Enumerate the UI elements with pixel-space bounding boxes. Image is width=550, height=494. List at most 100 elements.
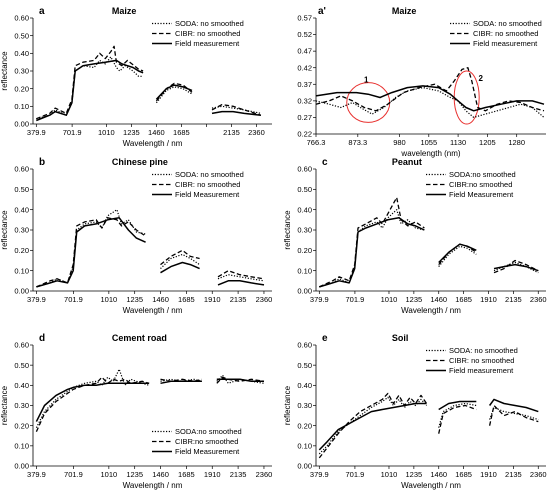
series-line [211, 110, 261, 116]
x-tick-label: 1235 [123, 128, 140, 137]
legend-label: CIBR:no smoothed [449, 180, 512, 189]
y-tick-label: 0.00 [297, 462, 312, 471]
legend-label: SODA:no smoothed [449, 170, 516, 179]
chart-panel-a: 0.00 0.10 0.20 0.30 0.40 0.50 0.60 379.9 701.9 10… [0, 6, 272, 148]
y-tick-label: 0.32 [297, 96, 312, 105]
series-line [319, 217, 425, 288]
series-line [318, 396, 428, 455]
legend-label: CIBR: no smoothed [449, 356, 514, 365]
legend-label: Field Measurement [175, 447, 240, 456]
legend-label: Field measurement [473, 39, 538, 48]
series-dot [35, 368, 265, 428]
chart-title: Soil [392, 333, 409, 343]
x-tick-label: 1685 [178, 295, 195, 304]
y-tick-label: 0.40 [297, 381, 312, 390]
x-tick-label: 1685 [455, 470, 472, 479]
y-tick-label: 0.60 [297, 165, 312, 174]
series-line [160, 253, 200, 270]
y-tick-label: 0.27 [297, 113, 312, 122]
chart-panel-c: 0.00 0.10 0.20 0.30 0.40 0.50 0.60 379.9 701.9 10… [283, 157, 547, 315]
x-tick-label: 1010 [98, 128, 115, 137]
x-tick-label: 1460 [152, 295, 169, 304]
series-line [36, 56, 144, 120]
series-line [488, 398, 539, 413]
x-tick-label: 1235 [126, 295, 143, 304]
x-tick-label: 873.3 [348, 138, 367, 147]
y-tick-label: 0.30 [14, 401, 29, 410]
y-tick-label: 0.20 [14, 246, 29, 255]
annotation-label: 1 [364, 76, 369, 85]
series-line [315, 87, 545, 118]
x-axis-title: Wavelength / nm [123, 481, 183, 490]
y-tick-label: 0.52 [297, 30, 312, 39]
series-solid [315, 85, 545, 112]
legend-label: SODA: no smoothed [175, 19, 244, 28]
y-tick-label: 0.20 [297, 421, 312, 430]
series-line [36, 209, 146, 288]
x-tick-label: 1010 [381, 295, 398, 304]
series-line [493, 263, 539, 272]
series-dash [315, 67, 545, 112]
series-line [160, 380, 202, 385]
x-tick-label: 1280 [508, 138, 525, 147]
y-tick-label: 0.10 [14, 441, 29, 450]
series-line [160, 249, 200, 266]
y-axis-title: reflectance [0, 210, 9, 250]
chart-panel-b: 0.00 0.10 0.20 0.30 0.40 0.50 0.60 379.9 701.9 10… [0, 157, 272, 315]
panel-letter: c [322, 157, 328, 168]
y-tick-label: 0.00 [14, 462, 29, 471]
series-line [217, 280, 265, 286]
series-line [155, 86, 193, 104]
chart-title: Chinese pine [112, 157, 168, 167]
chart-title: Maize [392, 6, 417, 16]
legend-label: SODA: no smoothed [175, 170, 244, 179]
x-axis-title: wavelength (nm) [400, 149, 460, 158]
y-tick-label: 0.20 [14, 84, 29, 93]
x-tick-label: 701.9 [64, 295, 83, 304]
series-dash [318, 392, 539, 459]
series-line [217, 274, 265, 282]
panel-letter: b [39, 157, 45, 168]
series-line [155, 82, 193, 102]
x-tick-label: 2135 [230, 295, 247, 304]
chart-panel-e: 0.00 0.10 0.20 0.30 0.40 0.50 0.60 379.9 701.9 10… [283, 333, 547, 490]
x-tick-label: 701.9 [346, 470, 365, 479]
series-line [217, 270, 265, 280]
x-tick-label: 1235 [126, 470, 143, 479]
series-line [438, 404, 477, 434]
y-tick-label: 0.42 [297, 63, 312, 72]
series-solid [35, 378, 264, 422]
x-tick-label: 701.9 [63, 128, 82, 137]
panel-letter: d [39, 333, 45, 344]
y-axis-title: reflectance [0, 385, 9, 425]
x-tick-label: 1460 [430, 295, 447, 304]
x-axis-title: Wavelength / nm [123, 306, 183, 315]
x-tick-label: 2360 [248, 128, 265, 137]
x-tick-label: 379.9 [27, 295, 46, 304]
y-tick-label: 0.10 [14, 102, 29, 111]
chart-title: Peanut [392, 157, 422, 167]
series-dot [319, 209, 539, 288]
y-tick-label: 0.60 [14, 341, 29, 350]
x-tick-label: 1910 [204, 295, 221, 304]
series-line [216, 378, 264, 383]
x-tick-label: 2360 [256, 470, 273, 479]
x-tick-label: 2135 [230, 470, 247, 479]
y-tick-label: 0.10 [14, 266, 29, 275]
y-tick-label: 0.50 [297, 361, 312, 370]
x-axis-title: Wavelength / nm [401, 481, 461, 490]
series-line [35, 368, 150, 428]
legend-label: Field measurement [449, 366, 514, 375]
series-dot [36, 209, 265, 288]
legend-label: CIBR: no smoothed [175, 29, 240, 38]
series-line [438, 243, 477, 264]
series-solid [318, 398, 539, 451]
y-axis-title: reflectance [0, 51, 9, 91]
y-tick-label: 0.40 [14, 49, 29, 58]
